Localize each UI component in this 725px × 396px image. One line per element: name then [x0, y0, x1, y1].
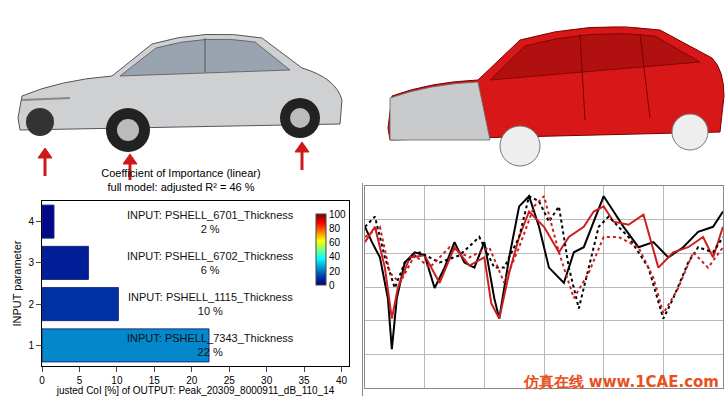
svg-text:2: 2 [28, 299, 34, 310]
svg-text:20: 20 [186, 375, 198, 386]
svg-text:20: 20 [329, 266, 341, 277]
svg-text:40: 40 [336, 375, 348, 386]
svg-text:40: 40 [329, 251, 341, 262]
svg-text:4: 4 [28, 216, 34, 227]
svg-text:25: 25 [224, 375, 236, 386]
svg-text:INPUT: PSHELL_7343_Thickness22: INPUT: PSHELL_7343_Thickness22 % [127, 332, 294, 358]
svg-text:35: 35 [299, 375, 311, 386]
html-text:仿真在线 www.1CAE.com: 仿真在线 www.1CAE.com [523, 373, 719, 391]
svg-text:0: 0 [329, 280, 335, 291]
svg-text:INPUT parameter: INPUT parameter [11, 240, 23, 326]
svg-text:5: 5 [77, 375, 83, 386]
svg-text:INPUT: PSHELL_6701_Thickness2: INPUT: PSHELL_6701_Thickness2 % [127, 209, 294, 235]
svg-text:100: 100 [329, 209, 346, 220]
svg-text:INPUT: PSHELL_6702_Thickness6: INPUT: PSHELL_6702_Thickness6 % [127, 250, 294, 276]
svg-text:Coefficient of Importance (lin: Coefficient of Importance (linear)full m… [101, 167, 260, 193]
svg-text:30: 30 [261, 375, 273, 386]
svg-text:1: 1 [28, 340, 34, 351]
svg-text:justed CoI [%] of OUTPUT: Peak: justed CoI [%] of OUTPUT: Peak_20309_800… [56, 385, 335, 396]
svg-text:0: 0 [39, 375, 45, 386]
svg-text:3: 3 [28, 257, 34, 268]
svg-text:80: 80 [329, 223, 341, 234]
svg-text:10: 10 [111, 375, 123, 386]
svg-text:15: 15 [149, 375, 161, 386]
svg-text:60: 60 [329, 237, 341, 248]
svg-text:INPUT: PSHELL_1115_Thickness10: INPUT: PSHELL_1115_Thickness10 % [128, 291, 293, 317]
